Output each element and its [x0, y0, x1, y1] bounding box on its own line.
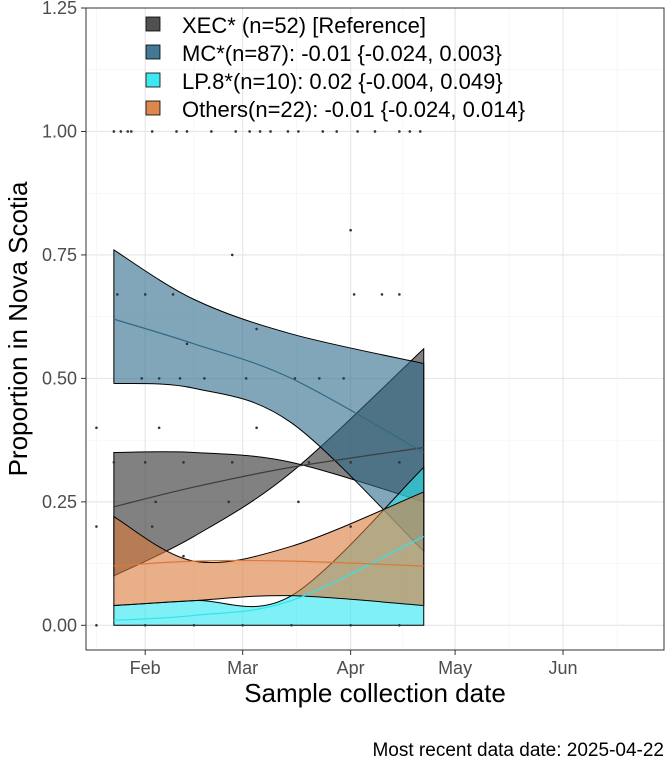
- observation-point: [398, 130, 401, 133]
- observation-point: [95, 426, 98, 430]
- observation-point: [203, 377, 206, 380]
- observation-point: [230, 253, 234, 257]
- observation-point: [248, 130, 251, 133]
- observation-point: [241, 624, 244, 627]
- legend-label-2: LP.8*(n=10): 0.02 {-0.004, 0.049}: [182, 69, 503, 94]
- observation-point: [234, 130, 238, 133]
- observation-point: [140, 377, 144, 380]
- observation-point: [192, 624, 196, 627]
- fit-lines: [113, 318, 425, 621]
- observation-point: [157, 377, 161, 380]
- observation-point: [352, 293, 356, 296]
- observation-point: [349, 461, 352, 464]
- observation-point: [150, 525, 154, 528]
- observation-point: [143, 624, 147, 627]
- observation-point: [129, 130, 133, 133]
- observation-point: [342, 377, 345, 380]
- ci-band-0: [113, 347, 425, 577]
- observation-point: [380, 293, 384, 296]
- y-tick-label: 0.00: [42, 615, 77, 635]
- observation-point: [349, 228, 352, 232]
- observation-point: [95, 525, 98, 528]
- observation-point: [255, 327, 258, 331]
- observation-point: [297, 130, 300, 133]
- y-tick-label: 1.00: [42, 121, 77, 141]
- legend-key-2: [145, 72, 161, 88]
- fit-line-3: [113, 559, 424, 567]
- observation-point: [286, 130, 290, 133]
- legend-label-3: Others(n=22): -0.01 {-0.024, 0.014}: [182, 97, 525, 122]
- x-tick-label: Mar: [227, 658, 258, 678]
- y-tick-label: 1.25: [42, 0, 77, 18]
- observation-point: [293, 377, 297, 380]
- observation-point: [258, 130, 262, 133]
- observation-point: [112, 461, 116, 464]
- observation-point: [373, 130, 377, 133]
- y-tick-label: 0.25: [42, 492, 77, 512]
- observation-point: [398, 624, 401, 627]
- legend-key-3: [145, 100, 161, 116]
- observation-point: [175, 130, 178, 133]
- observation-point: [95, 624, 98, 627]
- y-axis-title: Proportion in Nova Scotia: [3, 181, 33, 476]
- x-tick-label: Jun: [549, 658, 578, 678]
- fit-line-2: [113, 535, 425, 621]
- observation-point: [150, 130, 154, 133]
- legend-key-1: [145, 44, 161, 60]
- observation-point: [230, 461, 234, 464]
- observation-point: [182, 554, 185, 558]
- observation-point: [349, 525, 352, 528]
- observation-point: [290, 624, 293, 627]
- observation-point: [185, 342, 189, 346]
- legend-label-1: MC*(n=87): -0.01 {-0.024, 0.003}: [182, 41, 502, 66]
- observation-point: [112, 130, 116, 133]
- legend: XEC* (n=52) [Reference] MC*(n=87): -0.01 …: [145, 13, 525, 122]
- fit-line-1: [113, 318, 425, 453]
- observation-point: [269, 130, 272, 133]
- observation-point: [182, 461, 185, 464]
- observation-point: [143, 461, 147, 464]
- fit-line-0: [113, 446, 424, 508]
- observation-point: [185, 130, 189, 133]
- y-tick-label: 0.75: [42, 245, 77, 265]
- observation-point: [349, 624, 352, 627]
- x-tick-label: Apr: [337, 658, 365, 678]
- x-tick-label: May: [438, 658, 472, 678]
- y-tick-label: 0.50: [42, 368, 77, 388]
- observation-point: [418, 130, 422, 133]
- axes: 0.00 0.25 0.50 0.75 1.00 1.25 Feb Mar Apr May Jun: [42, 0, 578, 678]
- observation-point: [227, 500, 231, 504]
- observation-point: [126, 130, 130, 133]
- observation-point: [157, 426, 161, 430]
- x-axis-title: Sample collection date: [244, 678, 506, 708]
- observation-point: [171, 293, 175, 296]
- legend-label-0: XEC* (n=52) [Reference]: [182, 13, 426, 38]
- observation-point: [307, 461, 311, 464]
- observation-point: [398, 293, 401, 296]
- observation-point: [178, 377, 182, 380]
- observation-point: [297, 500, 300, 504]
- observation-point: [321, 130, 325, 133]
- observation-point: [398, 461, 401, 464]
- x-tick-label: Feb: [130, 658, 161, 678]
- legend-key-0: [145, 16, 161, 32]
- observation-point: [143, 293, 147, 296]
- observation-point: [244, 377, 248, 380]
- plot-panel-border: [85, 7, 665, 651]
- observation-point: [119, 130, 123, 133]
- observation-points: [95, 130, 422, 627]
- observation-point: [255, 426, 258, 430]
- observation-point: [335, 130, 338, 133]
- observation-point: [356, 130, 359, 133]
- observation-point: [116, 293, 119, 296]
- observation-point: [408, 130, 412, 133]
- observation-point: [154, 500, 157, 504]
- observation-point: [317, 377, 321, 380]
- observation-point: [210, 130, 213, 133]
- caption: Most recent data date: 2025-04-22: [372, 740, 664, 761]
